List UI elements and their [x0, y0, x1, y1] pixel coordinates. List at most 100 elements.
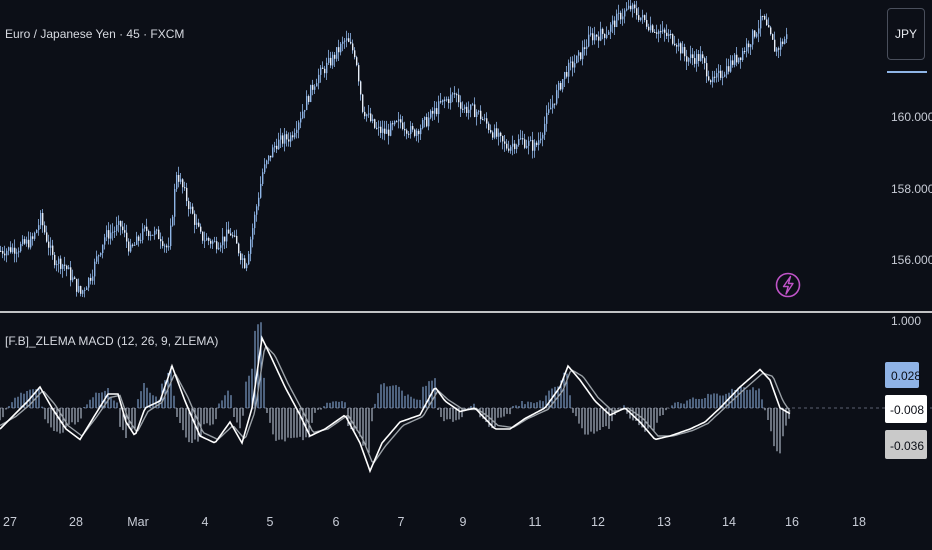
- signal-line: [0, 344, 791, 464]
- candle-body: [166, 245, 168, 248]
- candle-body: [352, 43, 354, 51]
- candle-body: [144, 226, 146, 229]
- candle-body: [322, 67, 324, 69]
- candle-body: [60, 258, 62, 269]
- candle-body: [376, 127, 378, 129]
- candle-body: [780, 41, 782, 50]
- candle-body: [594, 34, 596, 41]
- candle-body: [700, 54, 702, 61]
- candle-body: [124, 230, 126, 233]
- candle-body: [130, 244, 132, 252]
- candle-body: [712, 76, 714, 83]
- candle-body: [628, 5, 630, 9]
- price-pane[interactable]: [0, 0, 788, 298]
- candle-body: [462, 108, 464, 110]
- candle-body: [548, 109, 550, 113]
- x-tick-label: 5: [267, 515, 274, 529]
- candle-body: [746, 43, 748, 52]
- candle-body: [218, 247, 220, 250]
- price-y-axis[interactable]: 160.000 158.000 156.000: [891, 110, 932, 267]
- candle-body: [514, 143, 516, 150]
- candle-body: [206, 237, 208, 241]
- candle-body: [466, 106, 468, 113]
- candle-body: [386, 129, 388, 134]
- candle-body: [26, 239, 28, 244]
- candle-body: [692, 54, 694, 59]
- candle-body: [688, 57, 690, 62]
- candle-body: [440, 101, 442, 103]
- candle-body: [64, 264, 66, 266]
- candle-body: [50, 245, 52, 248]
- candle-body: [568, 62, 570, 77]
- candle-body: [54, 254, 56, 266]
- candle-body: [36, 230, 38, 233]
- candle-body: [766, 19, 768, 26]
- currency-button[interactable]: JPY: [887, 8, 925, 60]
- candle-body: [702, 54, 704, 59]
- x-tick-label: 18: [852, 515, 866, 529]
- price-candles: [0, 0, 788, 298]
- candle-body: [614, 20, 616, 27]
- candle-body: [460, 102, 462, 109]
- candle-body: [308, 96, 310, 102]
- x-tick-label: 14: [722, 515, 736, 529]
- candle-body: [404, 129, 406, 131]
- candle-body: [502, 136, 504, 142]
- candle-body: [238, 243, 240, 254]
- candle-body: [240, 253, 242, 260]
- candle-body: [366, 114, 368, 117]
- indicator-pane[interactable]: [0, 322, 932, 474]
- candle-body: [14, 247, 16, 254]
- candle-body: [454, 93, 456, 95]
- indicator-title[interactable]: [F.B]_ZLEMA MACD (12, 26, 9, ZLEMA): [5, 334, 218, 348]
- candle-body: [444, 99, 446, 101]
- time-axis[interactable]: 27 28 Mar 4 5 6 7 9 11 12 13 14 16 18: [3, 515, 866, 529]
- candle-body: [736, 54, 738, 63]
- candle-body: [232, 235, 234, 237]
- candle-body: [394, 121, 396, 125]
- candle-body: [510, 146, 512, 151]
- candle-body: [406, 130, 408, 134]
- candle-body: [374, 119, 376, 128]
- candle-body: [656, 32, 658, 34]
- value-flag-signal: -0.036: [885, 430, 927, 459]
- candle-body: [606, 34, 608, 38]
- x-tick-label: 28: [69, 515, 83, 529]
- candle-body: [340, 43, 342, 53]
- candle-body: [254, 214, 256, 229]
- candle-body: [486, 118, 488, 124]
- candle-body: [774, 39, 776, 52]
- candle-body: [12, 247, 14, 253]
- value-flag-zero: -0.008: [885, 395, 927, 423]
- candle-body: [180, 179, 182, 182]
- candle-body: [598, 36, 600, 41]
- candle-body: [652, 25, 654, 32]
- candle-body: [414, 129, 416, 136]
- symbol-title[interactable]: Euro / Japanese Yen · 45 · FXCM: [5, 27, 184, 41]
- candle-body: [102, 244, 104, 254]
- candle-body: [686, 56, 688, 62]
- candle-body: [304, 110, 306, 112]
- candle-body: [732, 60, 734, 65]
- flag-label: 0.028: [891, 369, 921, 383]
- candle-body: [672, 34, 674, 44]
- x-tick-label: 7: [398, 515, 405, 529]
- candle-body: [524, 139, 526, 148]
- candle-body: [44, 225, 46, 233]
- candle-body: [310, 84, 312, 102]
- candle-body: [430, 110, 432, 118]
- candle-body: [516, 145, 518, 150]
- candle-body: [250, 239, 252, 254]
- candle-body: [106, 230, 108, 238]
- candle-body: [362, 94, 364, 112]
- candle-body: [584, 47, 586, 49]
- indicator-y-axis[interactable]: 1.000 0.028 -0.008 -0.036: [885, 314, 927, 459]
- lightning-icon[interactable]: [775, 272, 801, 298]
- candle-body: [234, 235, 236, 237]
- candle-body: [132, 244, 134, 246]
- candle-body: [754, 30, 756, 37]
- candle-body: [722, 76, 724, 78]
- candle-body: [544, 123, 546, 135]
- candle-body: [202, 231, 204, 241]
